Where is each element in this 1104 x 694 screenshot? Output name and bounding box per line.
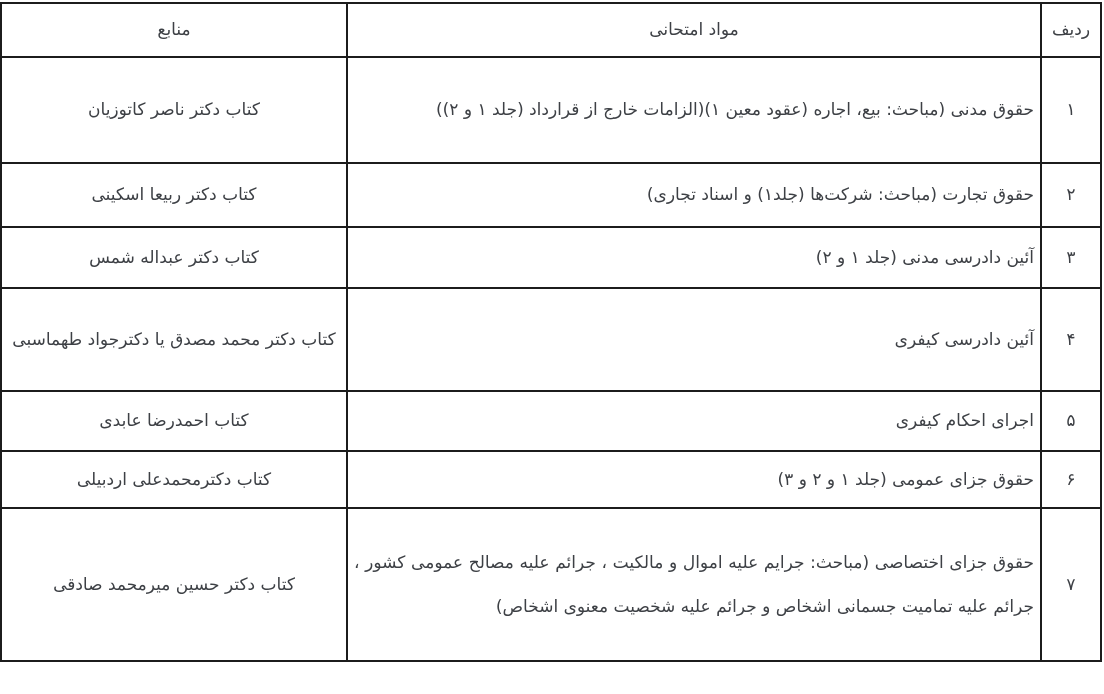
table-row: ۱ حقوق مدنی (مباحث: بیع، اجاره (عقود معی… <box>0 56 1102 164</box>
source-cell: کتاب دکتر عبداله شمس <box>0 226 348 289</box>
header-row: ردیف مواد امتحانی منابع <box>0 2 1102 58</box>
exam-material-cell: حقوق جزای عمومی (جلد ۱ و ۲ و ۳) <box>346 450 1042 509</box>
table-row: ۶ حقوق جزای عمومی (جلد ۱ و ۲ و ۳) کتاب د… <box>0 450 1102 509</box>
table-row: ۳ آئین دادرسی مدنی (جلد ۱ و ۲) کتاب دکتر… <box>0 226 1102 289</box>
source-cell: کتاب دکتر محمد مصدق یا دکترجواد طهماسبی <box>0 287 348 392</box>
row-number-cell: ۴ <box>1040 287 1102 392</box>
exam-material-cell: آئین دادرسی کیفری <box>346 287 1042 392</box>
exam-material-cell: حقوق تجارت (مباحث: شرکت‌ها (جلد۱) و اسنا… <box>346 162 1042 228</box>
column-header-manabe: منابع <box>0 2 348 58</box>
source-cell: کتاب دکتر حسین میرمحمد صادقی <box>0 507 348 662</box>
table-row: ۷ حقوق جزای اختصاصی (مباحث: جرایم علیه ا… <box>0 507 1102 662</box>
exam-materials-table: ردیف مواد امتحانی منابع ۱ حقوق مدنی (مبا… <box>0 2 1102 662</box>
source-cell: کتاب دکتر ربیعا اسکینی <box>0 162 348 228</box>
source-cell: کتاب دکتر ناصر کاتوزیان <box>0 56 348 164</box>
row-number-cell: ۶ <box>1040 450 1102 509</box>
column-header-radif: ردیف <box>1040 2 1102 58</box>
exam-material-cell: حقوق مدنی (مباحث: بیع، اجاره (عقود معین … <box>346 56 1042 164</box>
table-header: ردیف مواد امتحانی منابع <box>0 2 1102 58</box>
table-body: ۱ حقوق مدنی (مباحث: بیع، اجاره (عقود معی… <box>0 56 1102 662</box>
table-row: ۴ آئین دادرسی کیفری کتاب دکتر محمد مصدق … <box>0 287 1102 392</box>
row-number-cell: ۳ <box>1040 226 1102 289</box>
table-row: ۵ اجرای احکام کیفری کتاب احمدرضا عابدی <box>0 390 1102 452</box>
row-number-cell: ۷ <box>1040 507 1102 662</box>
row-number-cell: ۱ <box>1040 56 1102 164</box>
table-row: ۲ حقوق تجارت (مباحث: شرکت‌ها (جلد۱) و اس… <box>0 162 1102 228</box>
source-cell: کتاب دکترمحمدعلی اردبیلی <box>0 450 348 509</box>
exam-material-cell: حقوق جزای اختصاصی (مباحث: جرایم علیه امو… <box>346 507 1042 662</box>
row-number-cell: ۵ <box>1040 390 1102 452</box>
exam-material-cell: اجرای احکام کیفری <box>346 390 1042 452</box>
row-number-cell: ۲ <box>1040 162 1102 228</box>
exam-material-cell: آئین دادرسی مدنی (جلد ۱ و ۲) <box>346 226 1042 289</box>
source-cell: کتاب احمدرضا عابدی <box>0 390 348 452</box>
column-header-mavad: مواد امتحانی <box>346 2 1042 58</box>
